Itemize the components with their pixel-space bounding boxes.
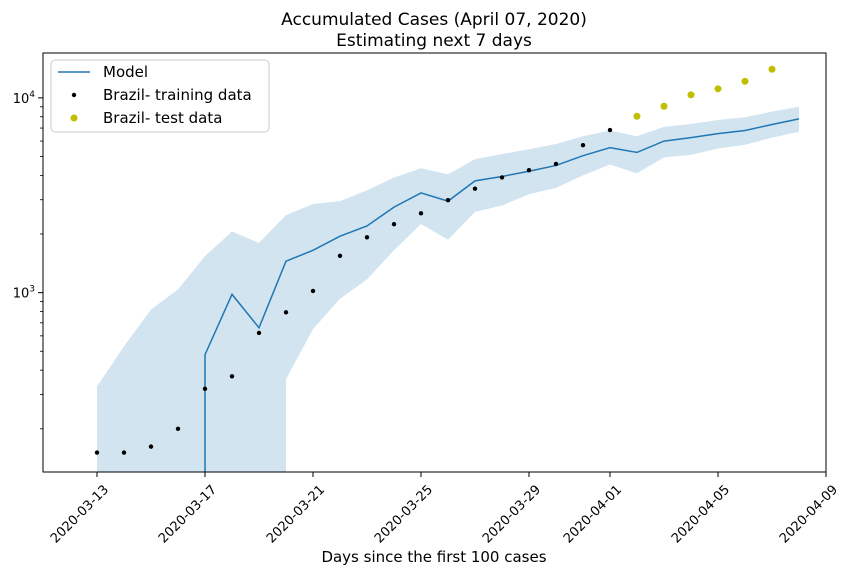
legend-training-label: Brazil- training data [103,86,252,104]
training-point [229,374,235,379]
training-point [445,197,451,203]
training-point [553,161,559,167]
confidence-band [97,106,799,472]
legend-test-swatch [70,114,78,122]
training-point [418,211,424,216]
legend-box [50,59,270,133]
y-tick-label: 104 [13,90,36,107]
test-point [768,65,776,73]
training-point [148,444,154,449]
y-axis: 103 104 [13,90,43,430]
model-line [204,118,800,472]
legend-model-label: Model [103,63,148,81]
test-point [660,102,668,110]
training-point [607,127,613,133]
x-axis-label: Days since the first 100 cases [321,548,546,566]
training-point [580,142,586,148]
training-point [121,450,127,455]
training-point [364,235,370,240]
training-point [310,288,316,294]
legend-training-swatch [71,92,77,98]
training-point [202,386,208,391]
training-point [94,450,100,455]
training-point [337,253,343,258]
training-point [283,310,289,315]
plot-frame [42,52,827,473]
test-point [714,85,722,93]
y-tick-label: 103 [13,285,35,302]
data-points-layer [94,65,776,455]
training-point [175,426,181,431]
training-point [499,175,505,180]
training-point [256,330,262,336]
training-point [526,167,532,173]
legend: Model Brazil- training data Brazil- test… [50,59,270,133]
test-point [633,112,641,120]
legend-test-label: Brazil- test data [103,109,222,127]
training-point [391,221,397,227]
model-line-layer [204,118,800,472]
chart-title: Accumulated Cases (April 07, 2020) [281,10,587,30]
confidence-band-layer [97,106,799,472]
chart-subtitle: Estimating next 7 days [336,31,532,51]
training-point [472,186,478,191]
test-point [741,77,749,85]
test-point [687,91,695,99]
